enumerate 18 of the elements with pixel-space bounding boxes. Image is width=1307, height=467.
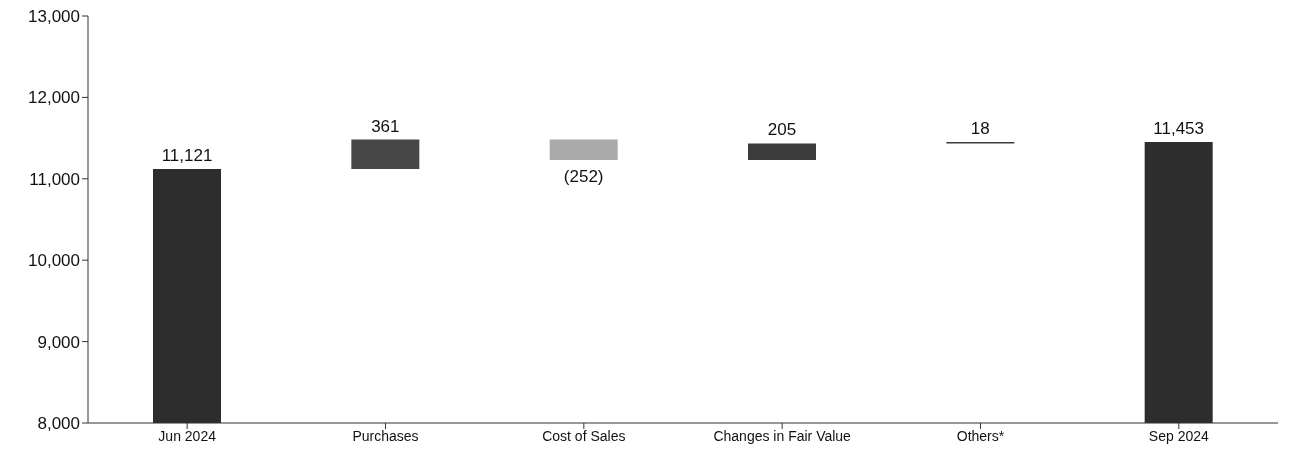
data-label: 11,453	[1153, 118, 1205, 138]
x-tick-label: Purchases	[352, 427, 419, 444]
x-tick-label: Cost of Sales	[542, 427, 626, 444]
y-tick-label: 9,000	[37, 332, 80, 352]
data-label: 18	[970, 118, 990, 138]
data-label: (252)	[563, 167, 604, 187]
y-tick-label: 10,000	[28, 251, 80, 271]
x-tick-label: Sep 2024	[1148, 427, 1210, 444]
y-tick-label: 8,000	[37, 414, 80, 434]
y-tick-label: 13,000	[28, 7, 80, 27]
data-label: 361	[371, 116, 400, 136]
x-tick-label: Others*	[956, 427, 1005, 444]
x-tick-label: Changes in Fair Value	[713, 427, 852, 444]
data-label: 11,121	[161, 145, 213, 165]
y-tick-label: 11,000	[29, 169, 80, 189]
data-label: 205	[767, 120, 797, 140]
y-tick-label: 12,000	[28, 88, 80, 108]
x-tick-label: Jun 2024	[158, 427, 217, 444]
